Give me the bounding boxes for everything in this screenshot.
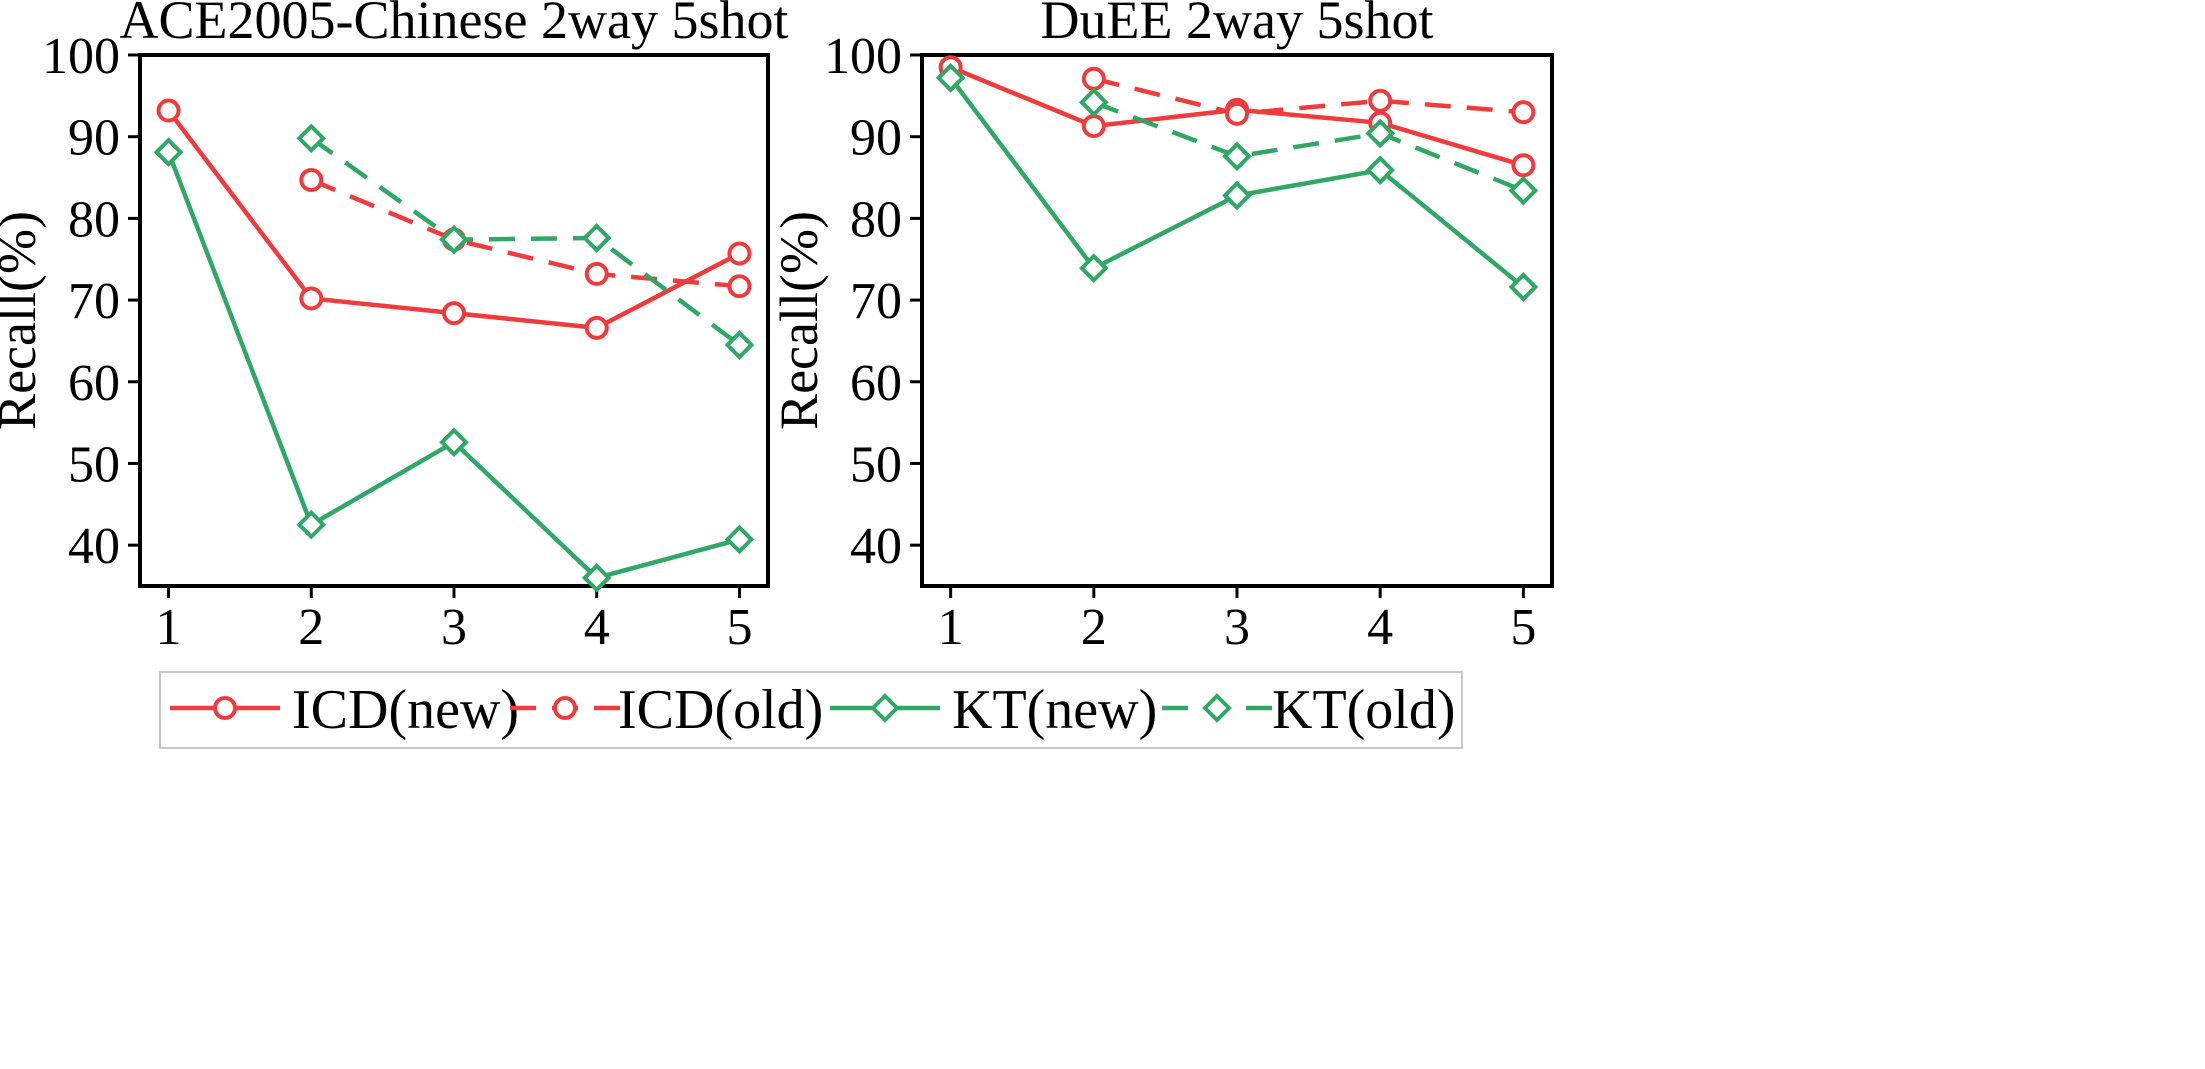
data-point-kt-new [581,563,612,593]
legend-label: ICD(old) [618,679,823,741]
series-line-icd-new [166,109,741,331]
y-axis-label: Recall(%) [0,211,47,430]
data-point-icd-new [1511,153,1536,178]
data-point-icd-old [1368,88,1393,113]
data-point-icd-new [156,98,181,123]
data-point-kt-new [1078,253,1109,284]
y-tick-label: 50 [68,436,120,493]
chart-title: DuEE 2way 5shot [1041,0,1434,50]
data-point-icd-old [584,261,609,286]
y-tick-label: 90 [850,110,902,167]
data-point-kt-new [724,524,755,555]
legend-marker [1202,693,1232,723]
y-tick-label: 60 [850,355,902,412]
legend-item-kt-old: KT(old) [1162,679,1456,741]
data-point-icd-old [1511,100,1536,125]
legend-item-icd-old: ICD(old) [510,679,823,741]
data-point-kt-old [439,224,469,255]
y-tick-label: 80 [850,191,902,248]
x-tick-label: 5 [726,599,752,656]
data-point-kt-old [581,223,612,253]
data-point-kt-old [296,123,327,154]
data-point-kt-old [724,330,755,360]
x-tick-label: 4 [584,599,610,656]
series-kt-new [935,63,1539,302]
data-point-icd-new [584,315,609,340]
data-point-kt-new [1365,155,1396,186]
data-point-kt-old [1365,118,1396,149]
data-point-kt-old [1508,175,1539,206]
chart-panel-duee: DuEE 2way 5shot Recall(%) 40 50 60 70 80 90 100 1… [769,0,1554,656]
series-kt-old [1078,87,1539,206]
legend-label: KT(old) [1272,679,1456,741]
chart-title: ACE2005-Chinese 2way 5shot [120,0,789,50]
series-line-kt-old [309,136,741,347]
x-tick-label: 3 [441,599,467,656]
legend-marker [553,696,577,720]
series-icd-old [1081,66,1536,126]
data-point-icd-new [727,241,752,266]
chart-panel-ace2005: ACE2005-Chinese 2way 5shot Recall(%) 40 50 6… [0,0,788,656]
data-point-icd-old [1081,66,1106,91]
legend-item-kt-new: KT(new) [830,679,1157,741]
series-line-icd-old [1093,76,1524,117]
series-icd-old [299,167,752,299]
x-tick-label: 3 [1224,599,1250,656]
data-point-icd-new [442,301,466,326]
y-tick-label: 50 [850,436,902,493]
series-icd-new [156,98,752,340]
x-tick-label: 1 [156,599,182,656]
data-point-kt-new [153,137,184,168]
data-point-kt-old [1078,87,1109,118]
series-kt-new [153,137,755,593]
legend-item-icd-new: ICD(new) [170,679,519,741]
y-tick-label: 90 [68,110,120,167]
data-point-icd-new [1081,114,1106,139]
series-line-icd-old [310,177,740,289]
legend-label: ICD(new) [292,679,519,741]
legend-box [159,671,1463,749]
y-tick-label: 100 [824,28,902,85]
data-point-kt-new [1508,272,1539,302]
y-tick-label: 70 [850,273,902,330]
data-point-kt-new [935,63,966,93]
x-tick-label: 1 [938,599,964,656]
data-point-icd-old [299,167,324,192]
plot-frame [920,53,1554,588]
data-point-kt-new [296,509,327,540]
x-tick-label: 5 [1510,599,1536,656]
y-tick-label: 60 [68,355,120,412]
y-axis-label: Recall(%) [769,211,829,430]
series-line-kt-new [166,151,741,581]
y-tick-label: 80 [68,191,120,248]
y-tick-label: 70 [68,273,120,330]
x-tick-label: 2 [1081,599,1107,656]
data-point-icd-new [299,286,324,311]
series-kt-old [296,123,755,360]
y-tick-label: 40 [850,518,902,575]
data-point-kt-old [1222,141,1252,172]
data-point-kt-new [439,427,469,458]
legend: ICD(new) ICD(old) KT(new) KT(old) [159,671,1463,749]
y-tick-label: 40 [68,518,120,575]
legend-marker [213,696,237,720]
x-tick-label: 2 [298,599,324,656]
x-tick-label: 4 [1367,599,1393,656]
legend-marker [870,693,900,723]
data-point-icd-old [1225,101,1249,126]
series-line-kt-old [1093,100,1525,193]
data-point-icd-old [727,274,752,299]
y-tick-label: 100 [42,28,120,85]
data-point-kt-new [1222,180,1252,211]
legend-label: KT(new) [952,679,1157,741]
